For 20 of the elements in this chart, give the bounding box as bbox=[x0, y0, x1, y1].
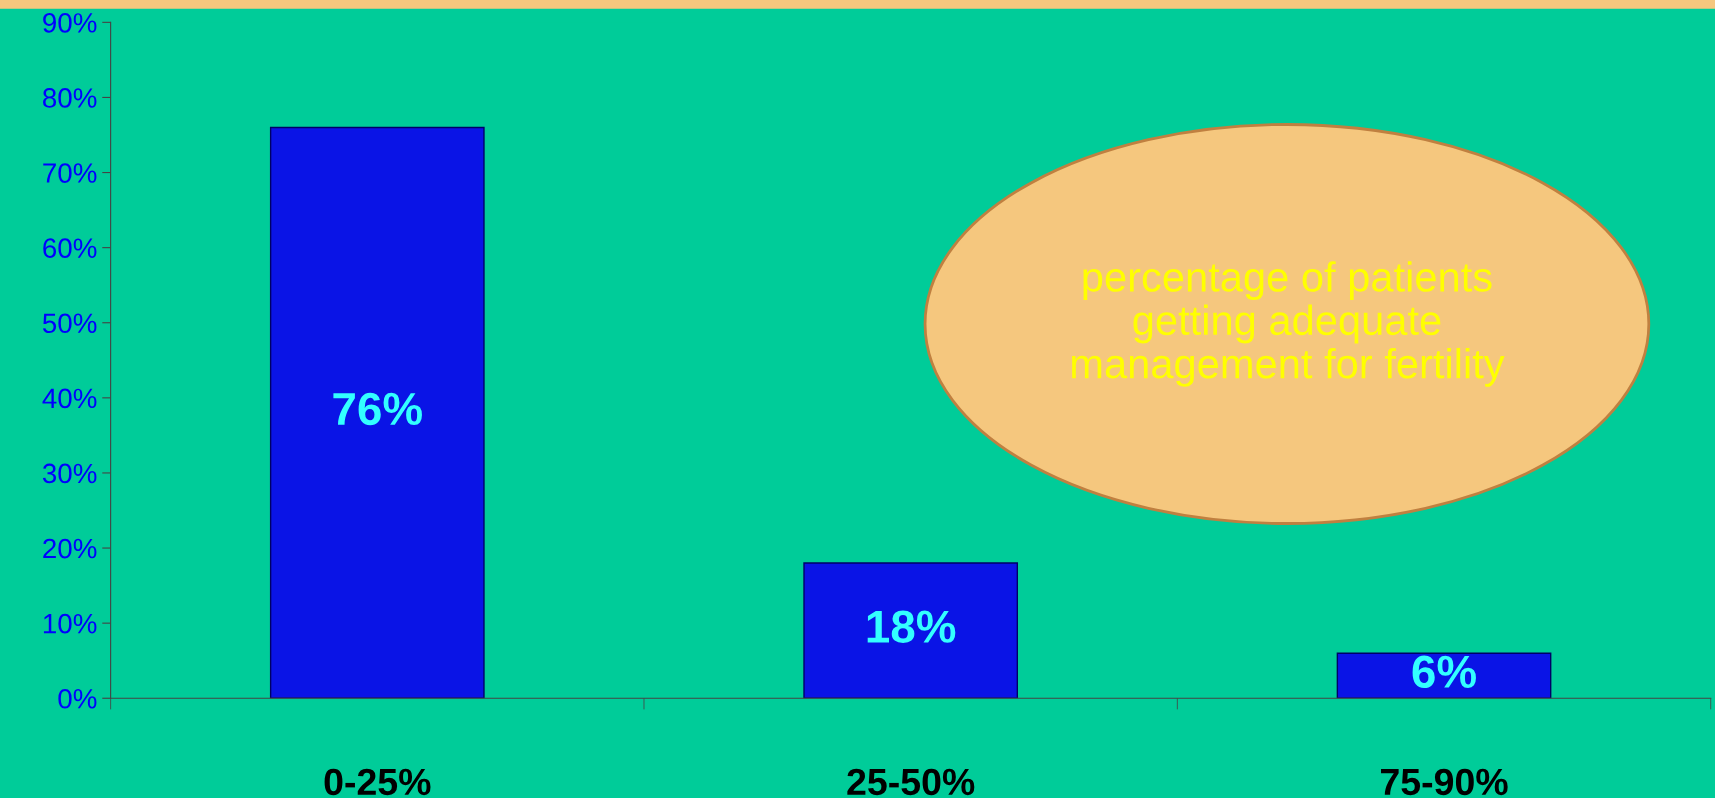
bar bbox=[1336, 652, 1552, 699]
y-tick-label: 20% bbox=[43, 538, 97, 559]
y-tick-label: 60% bbox=[43, 238, 97, 258]
data-label: 18% bbox=[867, 610, 956, 643]
x-tick-label: 75-90% bbox=[1381, 768, 1508, 796]
annotation: percentage of patients getting adequate management for fertility bbox=[1072, 261, 1505, 387]
data-label: 6% bbox=[1412, 655, 1476, 689]
y-tick-label: 10% bbox=[43, 613, 97, 634]
y-tick-label: 50% bbox=[42, 313, 97, 334]
y-tick-label: 70% bbox=[43, 163, 97, 183]
y-tick-label: 40% bbox=[42, 388, 97, 409]
data-label: 76% bbox=[333, 392, 422, 426]
x-tick-label: 25-50% bbox=[847, 768, 975, 796]
y-tick-label: 30% bbox=[42, 463, 97, 484]
bar bbox=[803, 562, 1019, 699]
y-tick-label: 80% bbox=[43, 88, 97, 108]
y-tick-label: 0% bbox=[58, 688, 97, 709]
bar bbox=[269, 126, 485, 699]
x-tick-label: 0-25% bbox=[324, 768, 431, 796]
y-tick-label: 90% bbox=[43, 13, 97, 33]
